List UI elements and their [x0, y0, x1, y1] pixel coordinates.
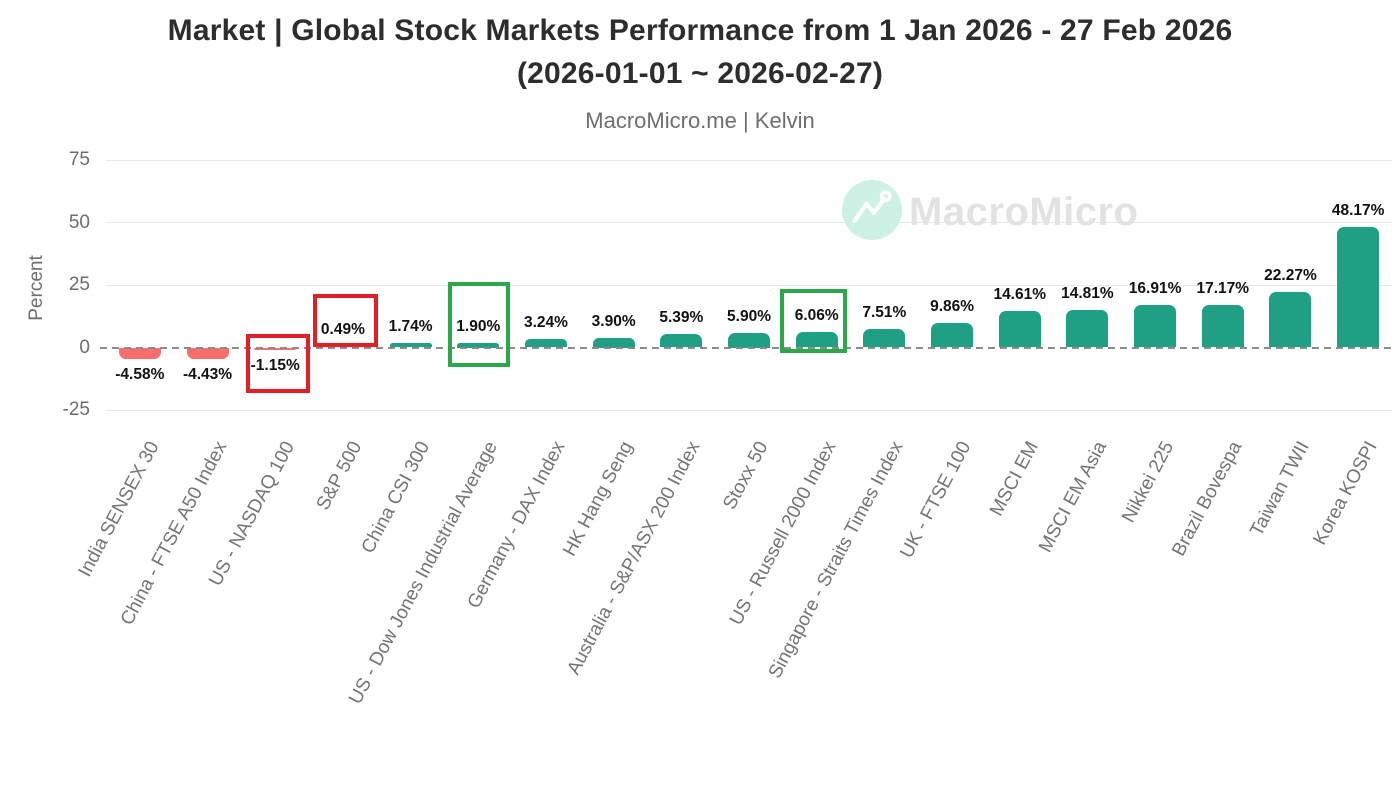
bar-value-label: -1.15%: [250, 357, 300, 375]
highlight-box-green: [448, 282, 510, 367]
bar-value-label: 9.86%: [930, 297, 975, 315]
y-tick-label: 75: [68, 149, 90, 170]
highlight-box-red: [313, 294, 378, 347]
y-tick-label: 0: [79, 336, 90, 358]
bar-value-label: 22.27%: [1264, 266, 1317, 284]
highlight-box-green: [780, 289, 847, 353]
chart-subtitle: MacroMicro.me | Kelvin: [585, 108, 815, 133]
bar-value-label: 6.06%: [794, 307, 839, 325]
bar[interactable]: [1201, 304, 1244, 348]
bar[interactable]: [1269, 291, 1312, 348]
bar-value-label: 1.90%: [456, 317, 501, 335]
bar[interactable]: [1134, 305, 1177, 348]
x-axis-label: Australia - S&P/ASX 200 Index: [563, 438, 705, 679]
x-axis-label: Brazil Bovespa: [1168, 438, 1247, 560]
macromicro-mountain-chart-icon: [841, 179, 903, 246]
bar[interactable]: [457, 342, 500, 348]
highlight-box-red: [246, 334, 310, 393]
y-tick-label: 25: [68, 274, 90, 295]
y-gridline: [106, 284, 1392, 286]
x-axis-label: HK Hang Seng: [559, 438, 638, 560]
x-axis-label: MSCI EM Asia: [1034, 438, 1111, 557]
macromicro-logo-watermark: MacroMicro: [841, 179, 1139, 246]
chart-title-line1: Market | Global Stock Markets Performanc…: [167, 14, 1233, 47]
x-axis-label: Nikkei 225: [1118, 438, 1179, 527]
bar[interactable]: [998, 310, 1041, 348]
y-gridline: [106, 409, 1392, 411]
x-axis-label: UK - FTSE 100: [896, 438, 976, 562]
bar[interactable]: [1066, 310, 1109, 348]
bar[interactable]: [389, 343, 432, 348]
bar-value-label: 17.17%: [1196, 279, 1250, 297]
bar-value-label: 14.81%: [1061, 285, 1114, 303]
x-axis-label: MSCI EM: [986, 438, 1044, 520]
bar-value-label: 7.51%: [862, 303, 907, 321]
bar-value-label: 1.74%: [388, 318, 433, 336]
bar[interactable]: [118, 347, 161, 359]
x-axis-label: China CSI 300: [357, 438, 435, 557]
bar-value-label: -4.58%: [115, 365, 165, 383]
y-gridline: [106, 222, 1392, 223]
x-axis-label: Taiwan TWII: [1246, 438, 1315, 540]
bar[interactable]: [1337, 227, 1380, 348]
bar[interactable]: [592, 337, 635, 348]
bar-value-label: 5.90%: [727, 307, 771, 325]
bar-value-label: 48.17%: [1331, 202, 1385, 220]
bar-value-label: 0.49%: [320, 321, 365, 339]
bar[interactable]: [795, 332, 838, 348]
bar[interactable]: [524, 339, 567, 348]
x-axis-label: Singapore - Straits Times Index: [764, 438, 908, 682]
bar-value-label: -4.43%: [182, 365, 233, 383]
bar-value-label: 5.39%: [659, 309, 704, 327]
bar[interactable]: [931, 322, 974, 348]
y-tick-label: 50: [68, 211, 90, 233]
bar-value-label: 16.91%: [1128, 280, 1182, 298]
bar[interactable]: [186, 347, 229, 359]
x-axis-label: S&P 500: [312, 438, 367, 514]
x-axis-label: Korea KOSPI: [1309, 438, 1382, 549]
bar[interactable]: [863, 328, 906, 348]
watermark-wordmark: MacroMicro: [909, 189, 1139, 234]
bar-value-label: 3.90%: [591, 312, 636, 330]
y-gridline: [106, 159, 1392, 161]
bar-value-label: 3.24%: [523, 314, 568, 332]
bar[interactable]: [660, 334, 703, 348]
zero-baseline: [100, 346, 1392, 349]
bar-value-label: 14.61%: [993, 285, 1047, 303]
chart-title-line2: (2026-01-01 ~ 2026-02-27): [516, 57, 884, 90]
bar[interactable]: [728, 332, 770, 348]
y-tick-label: -25: [62, 399, 90, 420]
x-axis-label: Stoxx 50: [719, 438, 773, 514]
bar[interactable]: [254, 347, 297, 351]
